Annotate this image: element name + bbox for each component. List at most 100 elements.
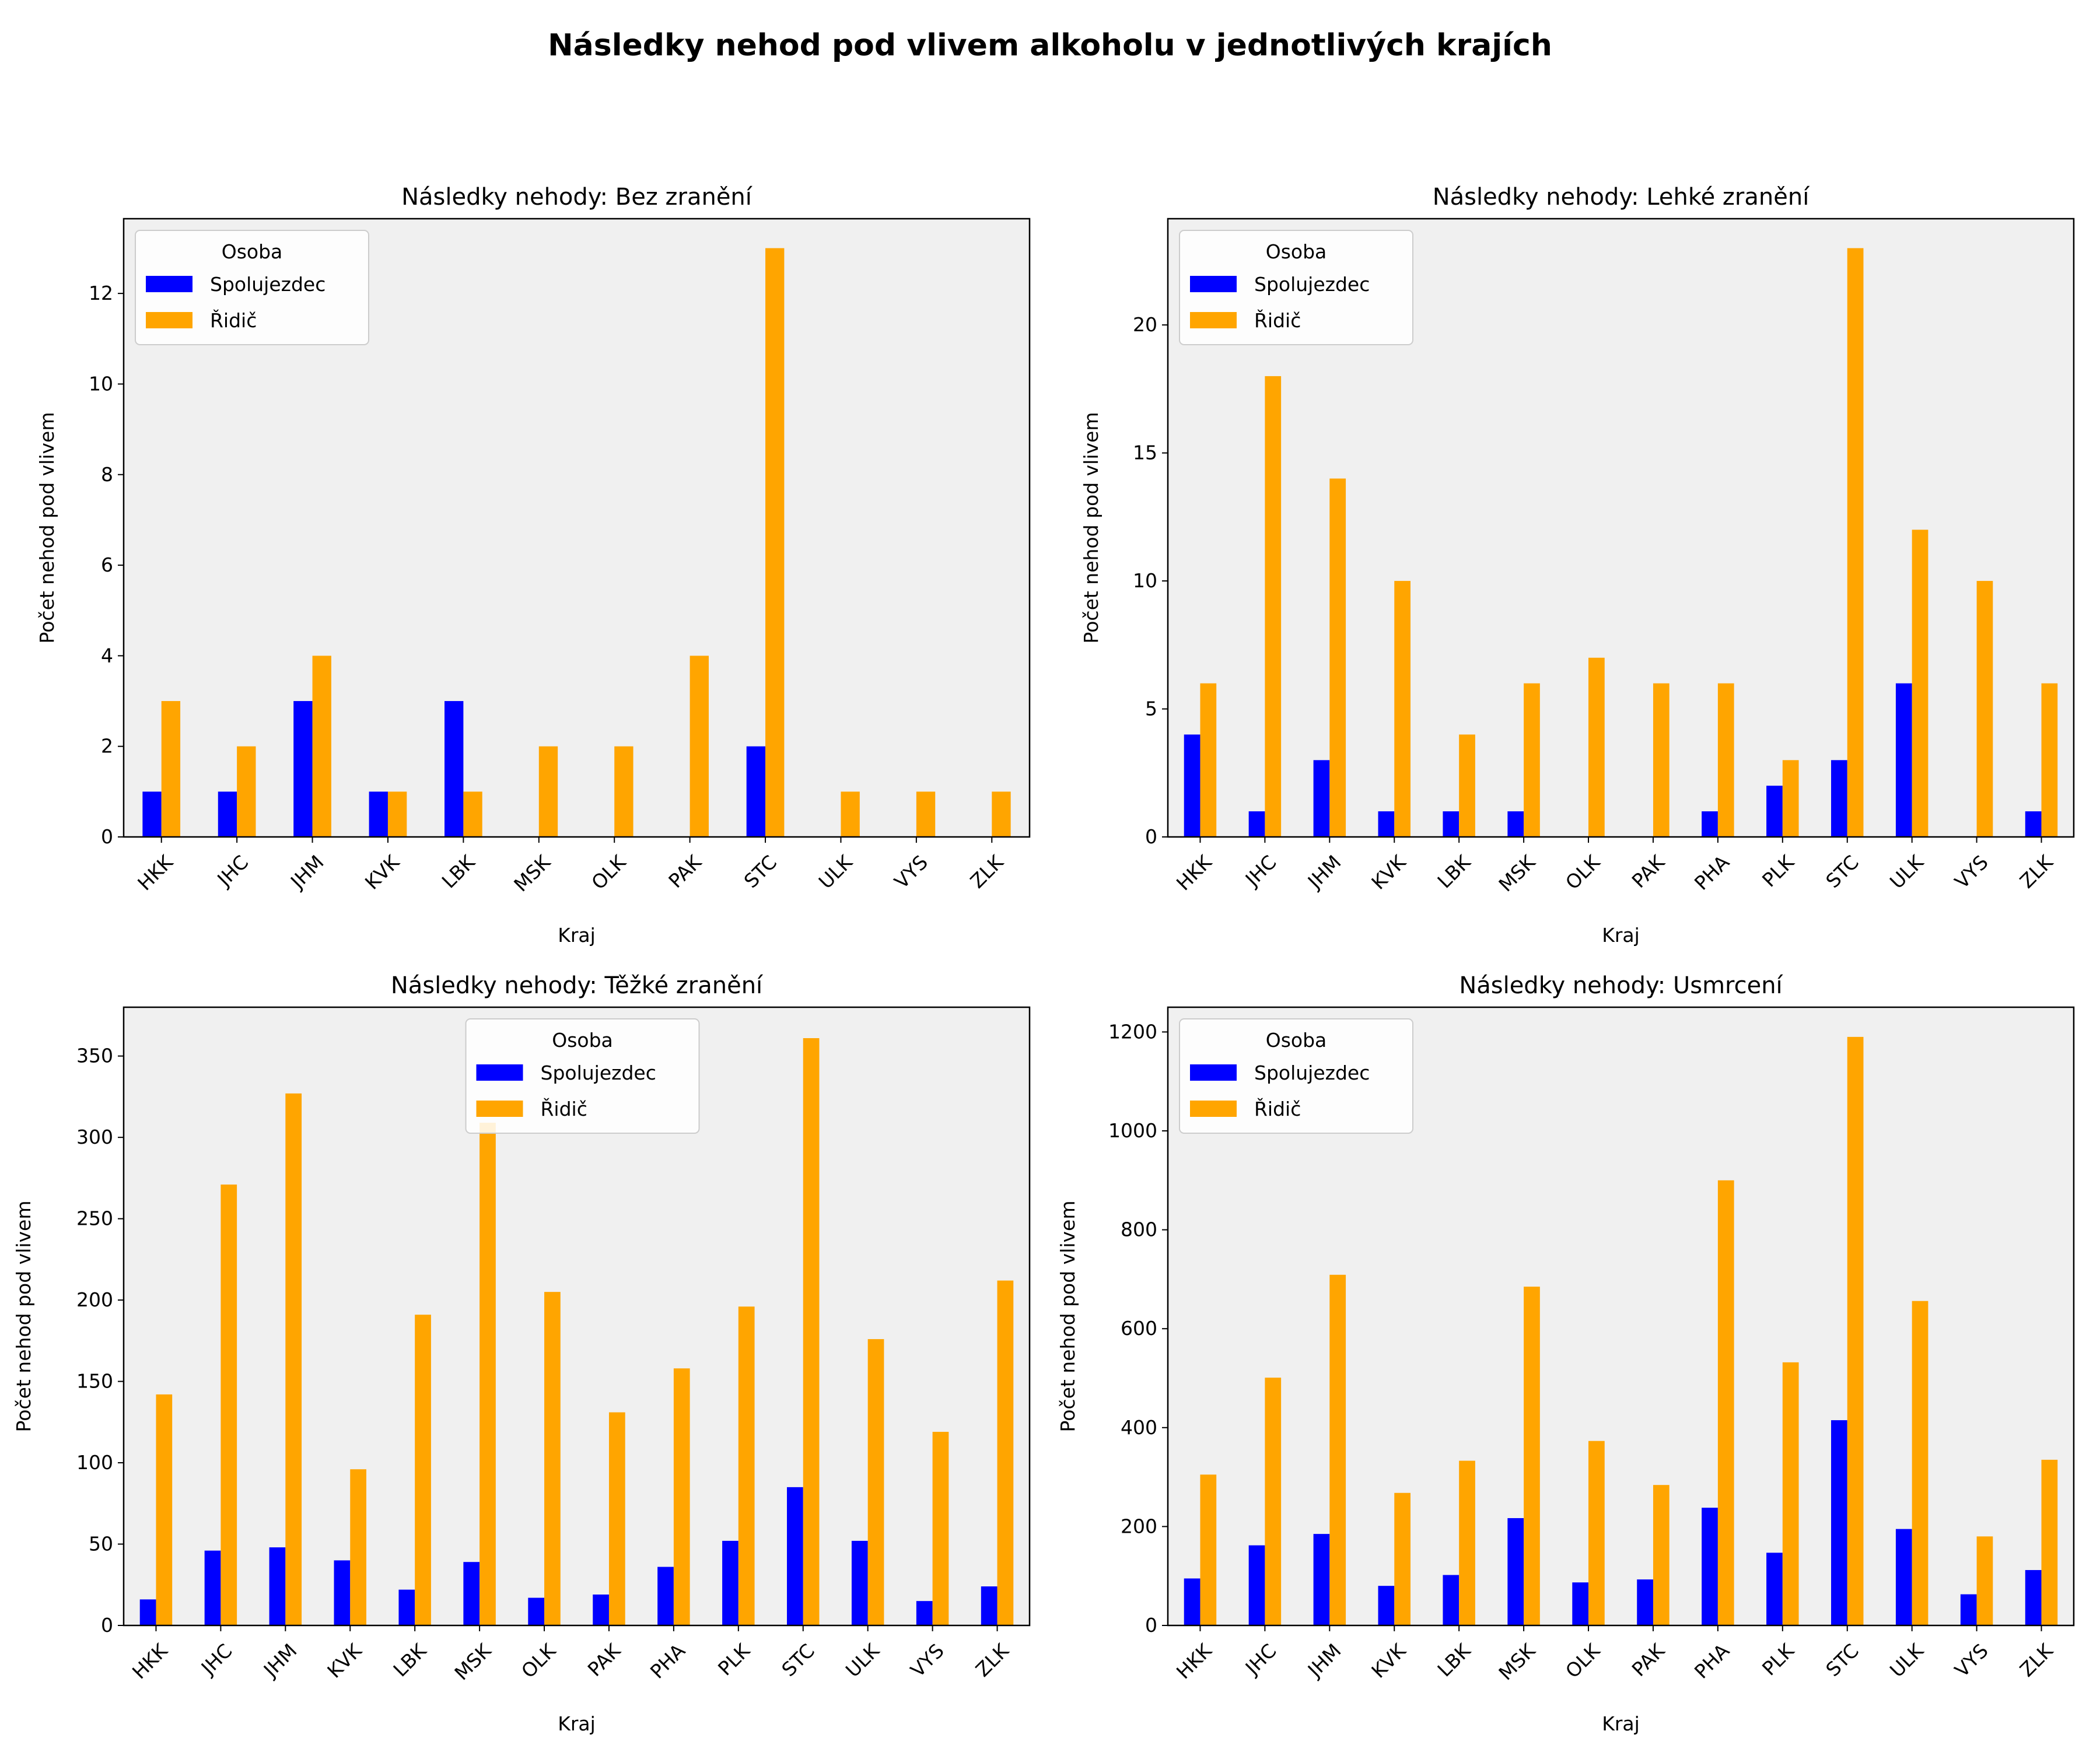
bar-ridic-hkk bbox=[161, 701, 181, 837]
bar-ridic-pak bbox=[690, 656, 709, 837]
subplot-3: 0 50 100 150 200 250 300 350 HKK JHC JHM KVK LBK MSK O… bbox=[12, 972, 1031, 1735]
bar-ridic-zlk bbox=[2041, 683, 2058, 837]
y-tick-label: 10 bbox=[89, 372, 113, 395]
bar-ridic-vys bbox=[1976, 1536, 1993, 1625]
legend-swatch-spolujezdec bbox=[476, 1064, 523, 1081]
bar-spolujezdec-jhm bbox=[293, 701, 313, 837]
legend-swatch-ridic bbox=[476, 1101, 523, 1117]
x-tick-label-jhm: JHM bbox=[285, 851, 328, 894]
bar-ridic-vys bbox=[916, 791, 936, 837]
bar-ridic-jhm bbox=[1329, 478, 1346, 837]
x-tick-label-lbk: LBK bbox=[388, 1639, 431, 1681]
x-tick-label-zlk: ZLK bbox=[2015, 850, 2058, 893]
bar-ridic-pak bbox=[608, 1412, 625, 1625]
bar-spolujezdec-pak bbox=[593, 1595, 609, 1625]
y-tick-label: 200 bbox=[1121, 1515, 1157, 1537]
bar-spolujezdec-lbk bbox=[444, 701, 464, 837]
bar-ridic-olk bbox=[1588, 657, 1605, 837]
x-tick-label-plk: PLK bbox=[1758, 1639, 1799, 1680]
y-tick-label: 0 bbox=[1145, 825, 1157, 848]
bar-spolujezdec-vys bbox=[916, 1601, 933, 1625]
bar-ridic-vys bbox=[1976, 581, 1993, 837]
legend: Osoba Spolujezdec Řidič bbox=[465, 1018, 700, 1134]
x-axis-label: Kraj bbox=[1602, 924, 1640, 947]
y-axis-label: Počet nehod pod vlivem bbox=[36, 412, 58, 644]
bar-ridic-jhm bbox=[1329, 1274, 1346, 1625]
bar-spolujezdec-ulk bbox=[851, 1540, 868, 1625]
x-tick-label-olk: OLK bbox=[587, 850, 631, 894]
subplot-title: Následky nehody: Usmrcení bbox=[1459, 972, 1783, 999]
bar-ridic-hkk bbox=[1200, 1474, 1217, 1625]
bar-spolujezdec-pha bbox=[1702, 1508, 1718, 1625]
legend: Osoba Spolujezdec Řidič bbox=[135, 230, 369, 345]
x-axis-label: Kraj bbox=[1602, 1712, 1640, 1735]
bar-spolujezdec-msk bbox=[1507, 811, 1524, 837]
y-axis-label: Počet nehod pod vlivem bbox=[1080, 412, 1102, 644]
legend-label-ridic: Řidič bbox=[210, 309, 257, 332]
bar-ridic-plk bbox=[1782, 1362, 1799, 1625]
x-tick-label-lbk: LBK bbox=[438, 850, 480, 893]
x-tick-label-lbk: LBK bbox=[1433, 1639, 1475, 1681]
legend-swatch-ridic bbox=[146, 312, 192, 328]
x-tick-label-vys: VYS bbox=[890, 851, 932, 893]
legend-box bbox=[1179, 1018, 1413, 1134]
x-tick-label-msk: MSK bbox=[450, 1639, 496, 1685]
bar-spolujezdec-plk bbox=[722, 1540, 738, 1625]
bar-ridic-kvk bbox=[1394, 581, 1410, 837]
legend-title: Osoba bbox=[1266, 1029, 1327, 1052]
y-tick-label: 600 bbox=[1121, 1317, 1157, 1340]
y-tick-label: 250 bbox=[76, 1207, 113, 1230]
bar-ridic-ulk bbox=[841, 791, 860, 837]
y-axis-label: Počet nehod pod vlivem bbox=[12, 1201, 35, 1432]
bar-spolujezdec-ulk bbox=[1895, 683, 1912, 837]
bar-spolujezdec-msk bbox=[463, 1562, 480, 1625]
bar-ridic-plk bbox=[1782, 760, 1799, 837]
x-tick-label-stc: STC bbox=[740, 851, 782, 893]
x-tick-label-msk: MSK bbox=[1494, 1639, 1540, 1685]
bar-spolujezdec-jhc bbox=[218, 791, 237, 837]
legend-swatch-ridic bbox=[1190, 312, 1237, 328]
x-tick-label-zlk: ZLK bbox=[971, 1639, 1014, 1681]
x-tick-label-msk: MSK bbox=[509, 850, 555, 896]
bar-spolujezdec-stc bbox=[746, 746, 766, 837]
bar-spolujezdec-lbk bbox=[1443, 811, 1460, 837]
bar-spolujezdec-jhm bbox=[269, 1547, 286, 1625]
bar-ridic-lbk bbox=[463, 791, 482, 837]
bar-spolujezdec-pak bbox=[1637, 1579, 1653, 1625]
bar-spolujezdec-jhc bbox=[1248, 811, 1265, 837]
x-tick-label-olk: OLK bbox=[1561, 850, 1605, 894]
bar-spolujezdec-kvk bbox=[1378, 1586, 1395, 1625]
bar-spolujezdec-jhc bbox=[204, 1550, 221, 1625]
bar-ridic-msk bbox=[480, 1123, 496, 1625]
x-tick-label-stc: STC bbox=[1821, 1639, 1863, 1681]
x-tick-label-ulk: ULK bbox=[841, 1639, 884, 1682]
y-tick-label: 2 bbox=[101, 735, 113, 758]
bar-ridic-msk bbox=[538, 746, 558, 837]
y-axis-label: Počet nehod pod vlivem bbox=[1056, 1201, 1079, 1432]
x-tick-label-jhc: JHC bbox=[196, 1639, 237, 1680]
x-tick-label-plk: PLK bbox=[713, 1639, 755, 1680]
subplot-title: Následky nehody: Bez zranění bbox=[401, 184, 753, 211]
bar-ridic-hkk bbox=[156, 1394, 173, 1625]
bar-spolujezdec-pha bbox=[1702, 811, 1718, 837]
y-tick-label: 20 bbox=[1133, 313, 1157, 336]
legend-label-spolujezdec: Spolujezdec bbox=[1254, 1061, 1370, 1084]
x-tick-label-pak: PAK bbox=[583, 1639, 625, 1681]
x-tick-label-jhc: JHC bbox=[1240, 851, 1281, 892]
bar-ridic-kvk bbox=[1394, 1492, 1410, 1625]
bar-ridic-jhc bbox=[237, 746, 256, 837]
legend-box bbox=[1179, 230, 1413, 345]
y-tick-label: 800 bbox=[1121, 1218, 1157, 1241]
bar-spolujezdec-vys bbox=[1960, 1594, 1977, 1625]
bar-ridic-zlk bbox=[992, 791, 1011, 837]
axes-frame bbox=[1167, 1006, 2075, 1627]
x-tick-label-msk: MSK bbox=[1494, 850, 1540, 896]
y-tick-label: 400 bbox=[1121, 1416, 1157, 1439]
x-tick-label-olk: OLK bbox=[517, 1639, 561, 1683]
x-tick-label-pha: PHA bbox=[646, 1639, 690, 1683]
x-tick-label-kvk: KVK bbox=[323, 1639, 366, 1683]
legend-label-ridic: Řidič bbox=[541, 1097, 587, 1120]
legend-box bbox=[135, 230, 369, 345]
y-tick-label: 15 bbox=[1133, 441, 1157, 464]
